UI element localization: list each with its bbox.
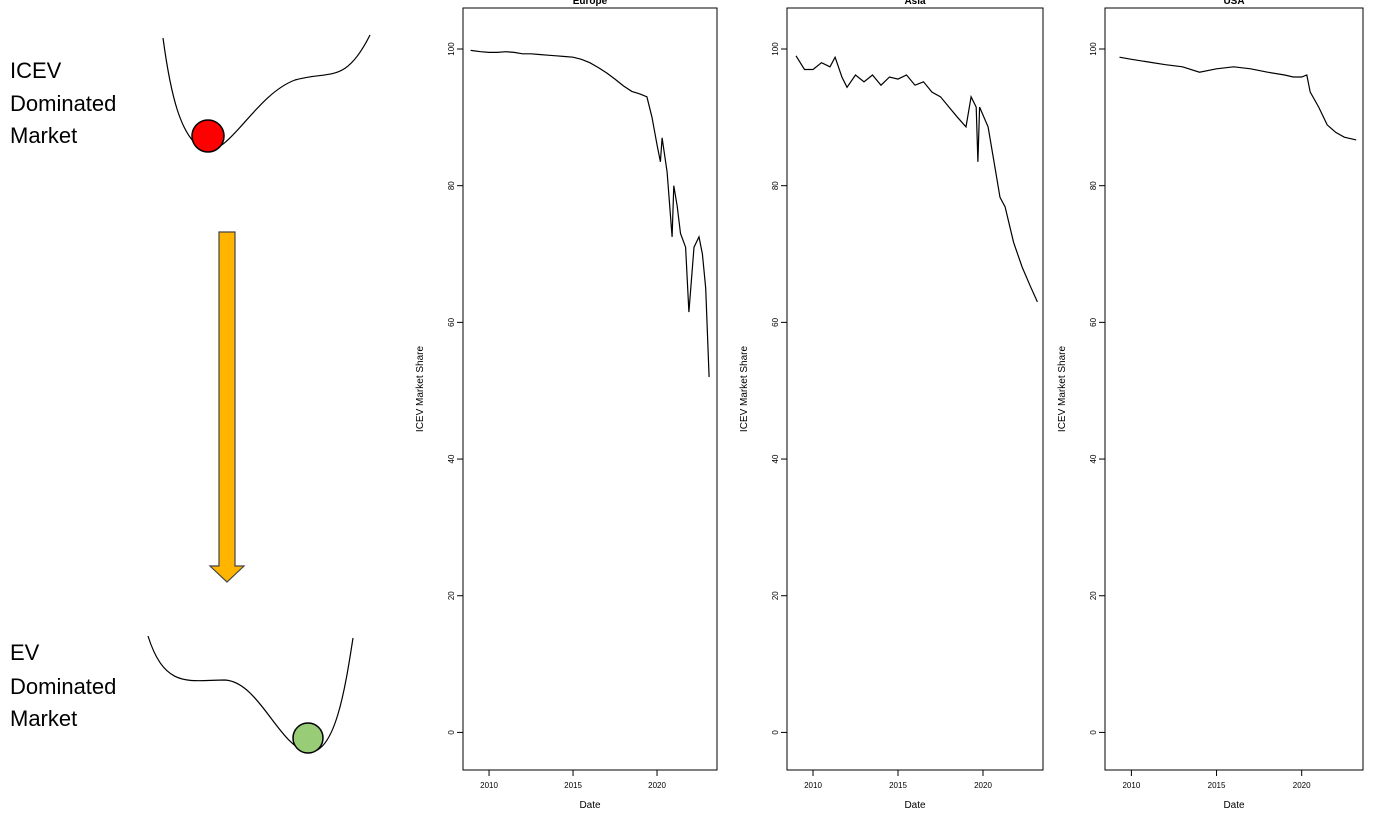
x-tick-label: 2015	[889, 781, 907, 790]
y-axis-label: ICEV Market Share	[739, 345, 750, 432]
y-tick-label: 60	[1089, 317, 1098, 326]
y-axis-label: ICEV Market Share	[1057, 345, 1068, 432]
x-axis-label: Date	[904, 800, 926, 811]
plot-box	[462, 7, 718, 771]
x-tick-label: 2020	[648, 781, 666, 790]
x-axis-label: Date	[1223, 800, 1245, 811]
line	[1119, 56, 1357, 141]
plot-box	[1104, 7, 1364, 771]
chart-title: Asia	[904, 0, 926, 7]
top-valley	[162, 34, 371, 151]
chart-title: Europe	[573, 0, 608, 7]
x-tick-label: 2010	[804, 781, 822, 790]
y-tick-label: 20	[771, 591, 780, 600]
chart-title: USA	[1223, 0, 1244, 7]
y-tick-label: 100	[447, 42, 456, 56]
y-tick-label: 100	[1089, 42, 1098, 56]
y-tick-label: 80	[771, 181, 780, 190]
y-tick-label: 40	[771, 454, 780, 463]
y-tick-label: 20	[1089, 591, 1098, 600]
green-ball	[292, 722, 324, 754]
y-tick-label: 0	[1089, 730, 1098, 735]
x-axis-label: Date	[579, 800, 601, 811]
red-ball	[191, 119, 225, 153]
bottom-valley	[147, 635, 354, 753]
y-axis-label: ICEV Market Share	[415, 345, 426, 432]
y-tick-label: 0	[447, 730, 456, 735]
line	[470, 49, 710, 378]
label-line: Market	[10, 706, 77, 731]
label-line: EV	[10, 640, 40, 665]
label-line: Dominated	[10, 91, 116, 116]
plot-box	[786, 7, 1044, 771]
y-tick-label: 0	[771, 730, 780, 735]
line	[795, 55, 1038, 303]
y-tick-label: 60	[771, 317, 780, 326]
y-tick-label: 20	[447, 591, 456, 600]
label-line: Dominated	[10, 674, 116, 699]
y-tick-label: 40	[447, 454, 456, 463]
y-tick-label: 80	[1089, 181, 1098, 190]
y-tick-label: 40	[1089, 454, 1098, 463]
x-tick-label: 2015	[1208, 781, 1226, 790]
y-tick-label: 60	[447, 317, 456, 326]
x-tick-label: 2010	[1122, 781, 1140, 790]
y-tick-label: 100	[771, 42, 780, 56]
x-tick-label: 2020	[974, 781, 992, 790]
label-line: Market	[10, 123, 77, 148]
arrow	[208, 231, 246, 583]
y-tick-label: 80	[447, 181, 456, 190]
label-line: ICEV	[10, 58, 62, 83]
x-tick-label: 2020	[1293, 781, 1311, 790]
x-tick-label: 2010	[480, 781, 498, 790]
x-tick-label: 2015	[564, 781, 582, 790]
